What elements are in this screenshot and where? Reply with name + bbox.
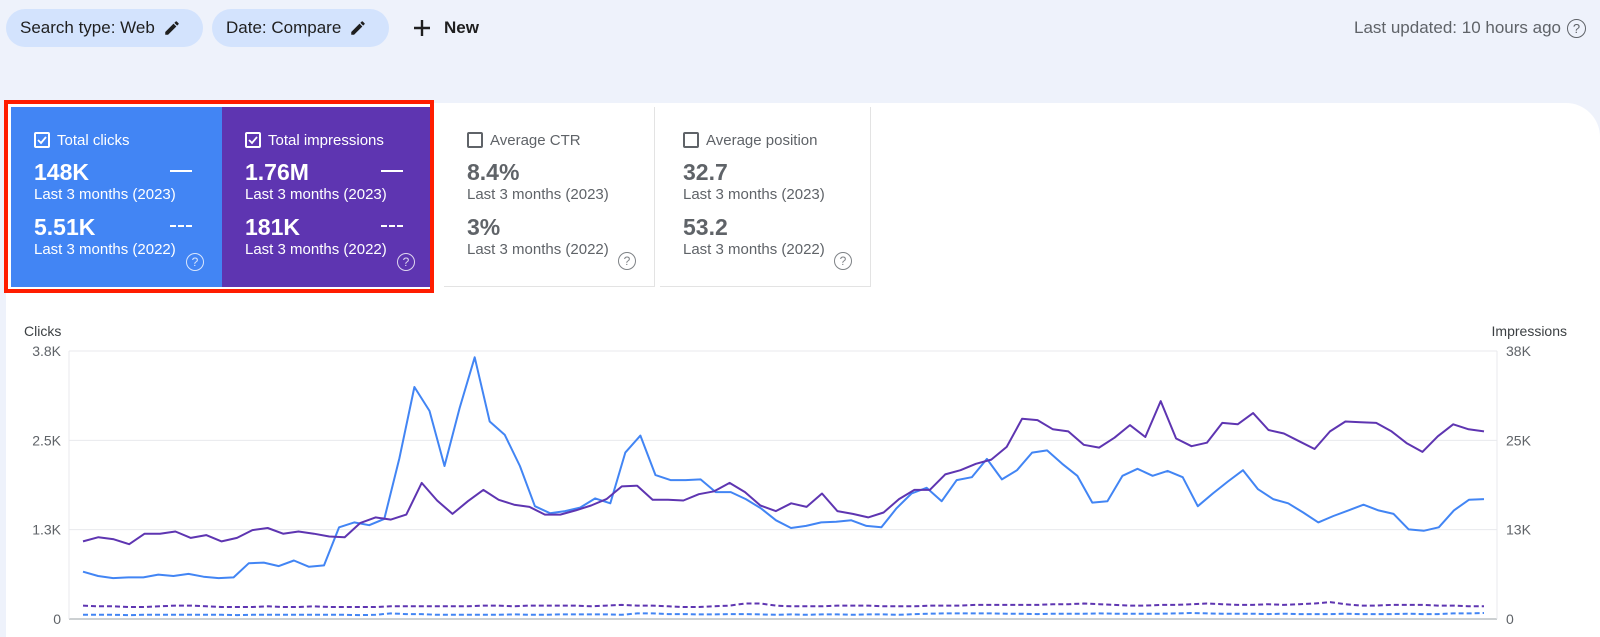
right-axis-title: Impressions bbox=[1492, 323, 1567, 339]
edit-pencil-icon bbox=[351, 21, 366, 35]
search-type-filter-chip[interactable]: Search type: Web bbox=[6, 9, 203, 47]
performance-line-chart[interactable]: Clicks Impressions 0 1.3K 2.5K 3.8K 0 13K 25K… bbox=[0, 310, 1600, 637]
help-icon[interactable]: ? bbox=[834, 252, 852, 270]
metric-tile-average-ctr[interactable]: Average CTR 8.4% Last 3 months (2023) 3%… bbox=[444, 107, 655, 287]
metric-title: Average position bbox=[706, 131, 818, 149]
left-tick-label: 0 bbox=[53, 611, 61, 627]
left-axis-title: Clicks bbox=[24, 323, 61, 339]
previous-impressions-line bbox=[82, 601, 1484, 608]
metric-period-current: Last 3 months (2023) bbox=[467, 186, 609, 203]
edit-pencil-icon bbox=[165, 21, 179, 35]
right-tick-label: 0 bbox=[1506, 611, 1514, 627]
metric-value-previous: 5.51K bbox=[34, 216, 222, 239]
help-icon[interactable]: ? bbox=[618, 252, 636, 270]
metric-value-current: 1.76M bbox=[245, 161, 433, 184]
solid-line-legend-icon bbox=[170, 170, 192, 172]
metric-period-current: Last 3 months (2023) bbox=[34, 186, 176, 203]
solid-line-legend-icon bbox=[381, 170, 403, 172]
left-tick-label: 3.8K bbox=[32, 343, 61, 359]
metric-tile-average-position[interactable]: Average position 32.7 Last 3 months (202… bbox=[660, 107, 871, 287]
right-tick-label: 13K bbox=[1506, 522, 1532, 538]
chart-grid bbox=[68, 350, 1498, 620]
metric-value-previous: 53.2 bbox=[683, 214, 728, 240]
left-tick-label: 1.3K bbox=[32, 522, 61, 538]
metric-title: Average CTR bbox=[490, 131, 581, 149]
help-icon[interactable]: ? bbox=[1567, 18, 1586, 38]
metric-period-previous: Last 3 months (2022) bbox=[467, 241, 609, 258]
metric-period-current: Last 3 months (2023) bbox=[245, 186, 387, 203]
metric-title: Total clicks bbox=[57, 131, 130, 149]
plus-icon bbox=[414, 20, 430, 36]
checkbox-checked-icon[interactable] bbox=[245, 132, 261, 148]
metric-value-current: 148K bbox=[34, 161, 222, 184]
help-icon[interactable]: ? bbox=[186, 253, 204, 271]
right-tick-label: 38K bbox=[1506, 343, 1532, 359]
previous-clicks-line bbox=[83, 612, 1485, 617]
help-icon[interactable]: ? bbox=[397, 253, 415, 271]
metric-value-current: 32.7 bbox=[683, 159, 728, 185]
dashed-line-legend-icon bbox=[170, 225, 192, 227]
left-tick-label: 2.5K bbox=[32, 432, 61, 448]
metric-period-previous: Last 3 months (2022) bbox=[245, 241, 387, 258]
metric-tile-total-clicks[interactable]: Total clicks 148K Last 3 months (2023) 5… bbox=[11, 107, 222, 287]
date-filter-label: Date: Compare bbox=[226, 18, 342, 37]
current-clicks-line bbox=[82, 356, 1485, 580]
last-updated-status: Last updated: 10 hours ago ? bbox=[1354, 9, 1586, 47]
current-impressions-line bbox=[82, 400, 1485, 546]
new-filter-label: New bbox=[444, 18, 479, 37]
metric-period-previous: Last 3 months (2022) bbox=[34, 241, 176, 258]
dashed-line-legend-icon bbox=[381, 225, 403, 227]
right-tick-label: 25K bbox=[1506, 432, 1532, 448]
metric-value-current: 8.4% bbox=[467, 159, 520, 185]
new-filter-button[interactable]: New bbox=[412, 9, 479, 47]
date-filter-chip[interactable]: Date: Compare bbox=[212, 9, 389, 47]
metric-title: Total impressions bbox=[268, 131, 384, 149]
metric-value-previous: 181K bbox=[245, 216, 433, 239]
checkbox-unchecked-icon[interactable] bbox=[467, 132, 483, 148]
metric-period-previous: Last 3 months (2022) bbox=[683, 241, 825, 258]
metric-period-current: Last 3 months (2023) bbox=[683, 186, 825, 203]
left-axis-ticks: 0 1.3K 2.5K 3.8K bbox=[32, 343, 61, 627]
checkbox-checked-icon[interactable] bbox=[34, 132, 50, 148]
metric-tile-total-impressions[interactable]: Total impressions 1.76M Last 3 months (2… bbox=[222, 107, 433, 287]
chart-series bbox=[82, 356, 1485, 617]
filter-toolbar: Search type: Web Date: Compare New Last … bbox=[6, 9, 1600, 47]
right-axis-ticks: 0 13K 25K 38K bbox=[1506, 343, 1532, 627]
metric-value-previous: 3% bbox=[467, 214, 501, 240]
search-type-label: Search type: Web bbox=[20, 18, 155, 37]
last-updated-text: Last updated: 10 hours ago bbox=[1354, 18, 1561, 37]
checkbox-unchecked-icon[interactable] bbox=[683, 132, 699, 148]
